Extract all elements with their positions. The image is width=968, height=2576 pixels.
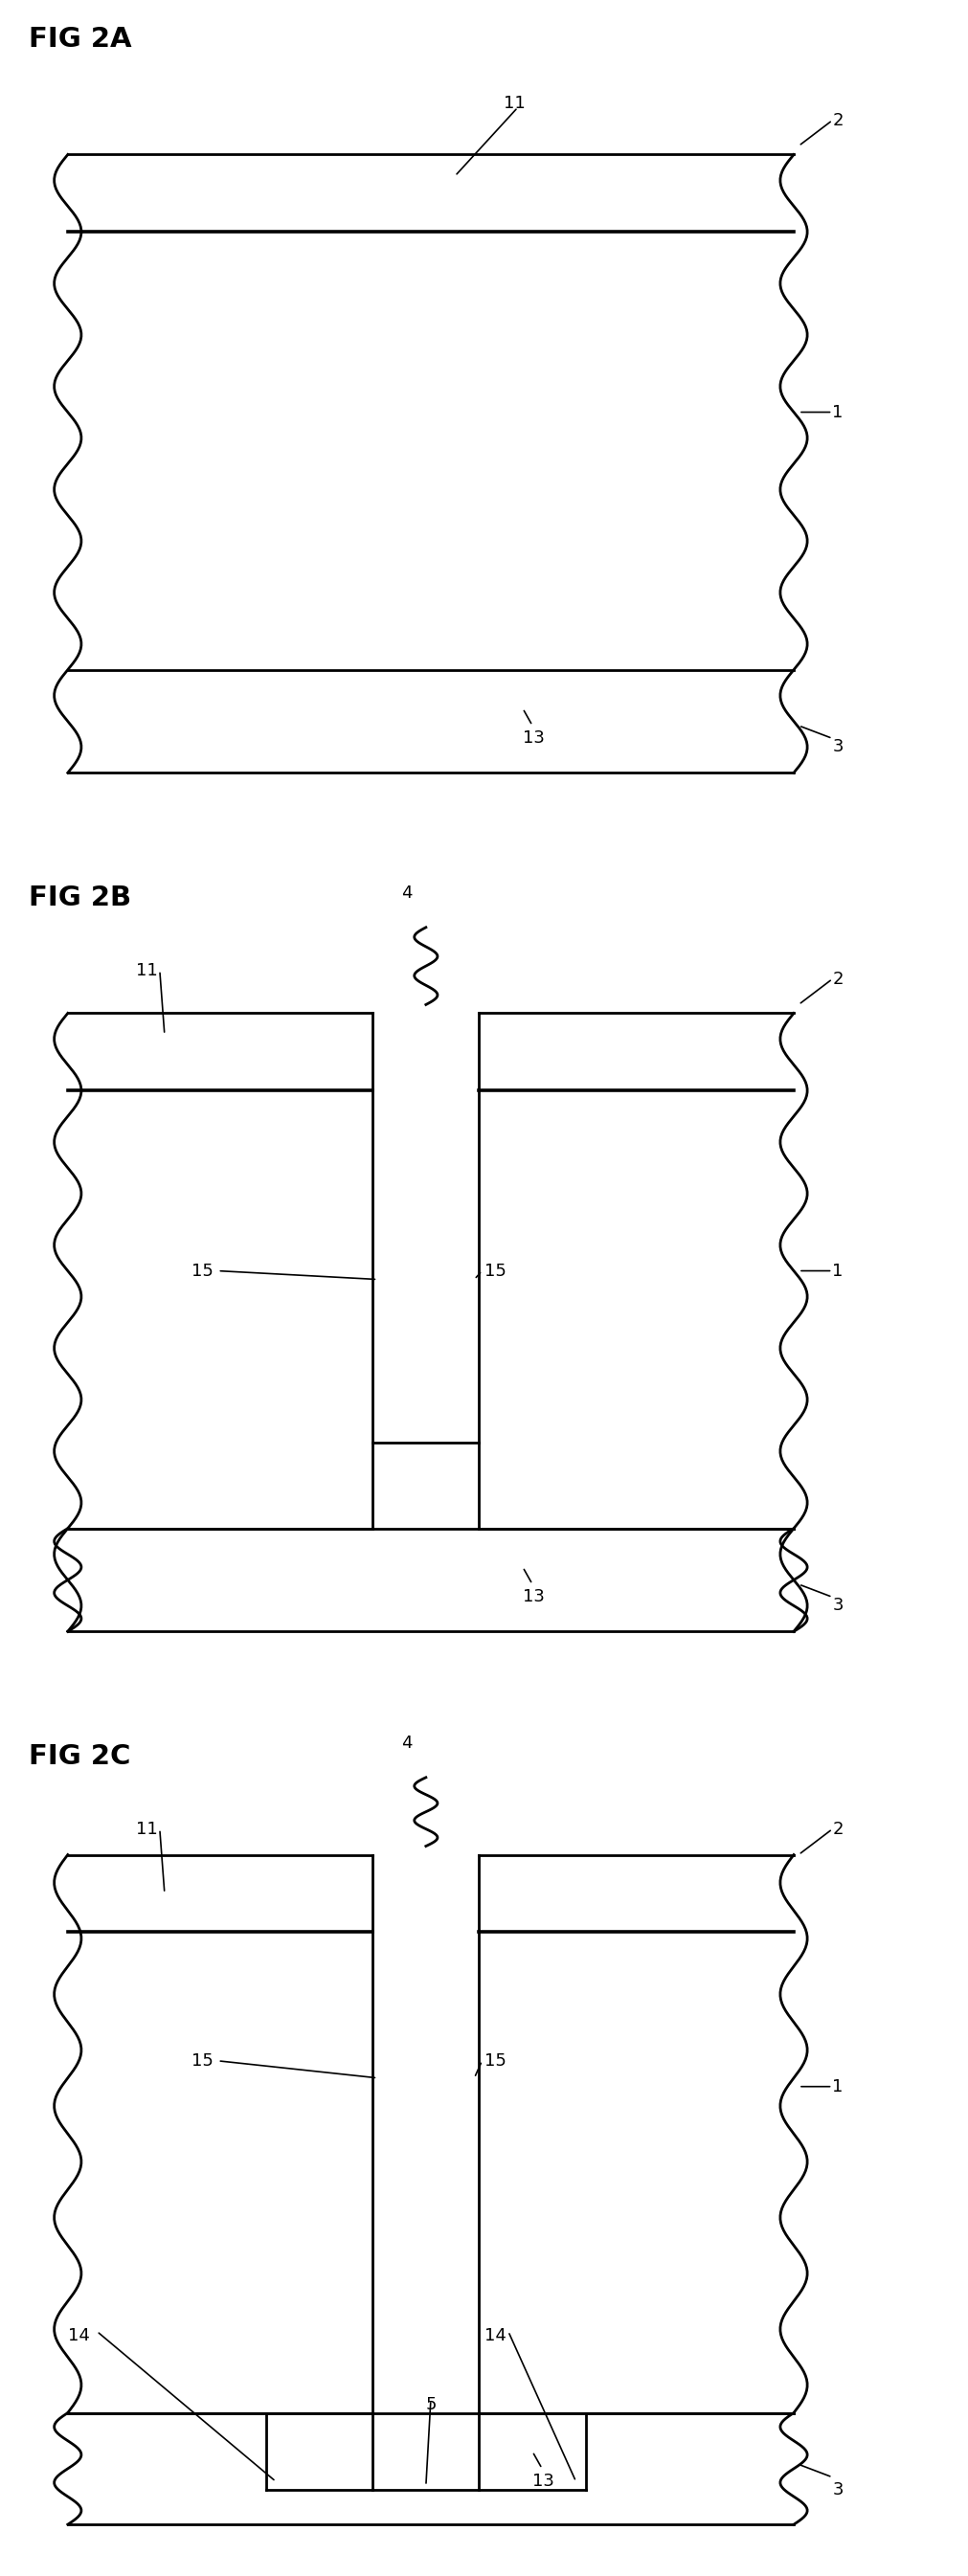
Text: 2: 2 — [832, 1821, 843, 1837]
Text: 15: 15 — [191, 2053, 213, 2069]
Bar — [68, 670, 794, 773]
Text: 15: 15 — [484, 2053, 506, 2069]
Text: 5: 5 — [426, 2396, 437, 2414]
Text: 4: 4 — [401, 884, 412, 902]
Text: 15: 15 — [484, 1262, 506, 1280]
Text: 3: 3 — [832, 739, 843, 755]
Text: 13: 13 — [523, 729, 545, 747]
Text: 14: 14 — [484, 2326, 506, 2344]
Text: FIG 2A: FIG 2A — [29, 26, 132, 52]
Text: 3: 3 — [832, 2481, 843, 2499]
Text: 1: 1 — [832, 2079, 843, 2094]
Text: 2: 2 — [832, 971, 843, 987]
Text: 11: 11 — [503, 95, 526, 111]
Text: 14: 14 — [68, 2326, 90, 2344]
Text: 1: 1 — [832, 1262, 843, 1280]
Text: 11: 11 — [136, 1821, 158, 1837]
Text: 2: 2 — [832, 111, 843, 129]
Text: 11: 11 — [136, 961, 158, 979]
Text: 4: 4 — [401, 1734, 412, 1752]
Text: 15: 15 — [191, 1262, 213, 1280]
Text: 3: 3 — [832, 1597, 843, 1615]
Text: 13: 13 — [523, 1589, 545, 1605]
Text: FIG 2B: FIG 2B — [29, 884, 132, 912]
Text: FIG 2C: FIG 2C — [29, 1744, 131, 1770]
Text: 1: 1 — [832, 404, 843, 420]
Text: 13: 13 — [532, 2473, 555, 2491]
